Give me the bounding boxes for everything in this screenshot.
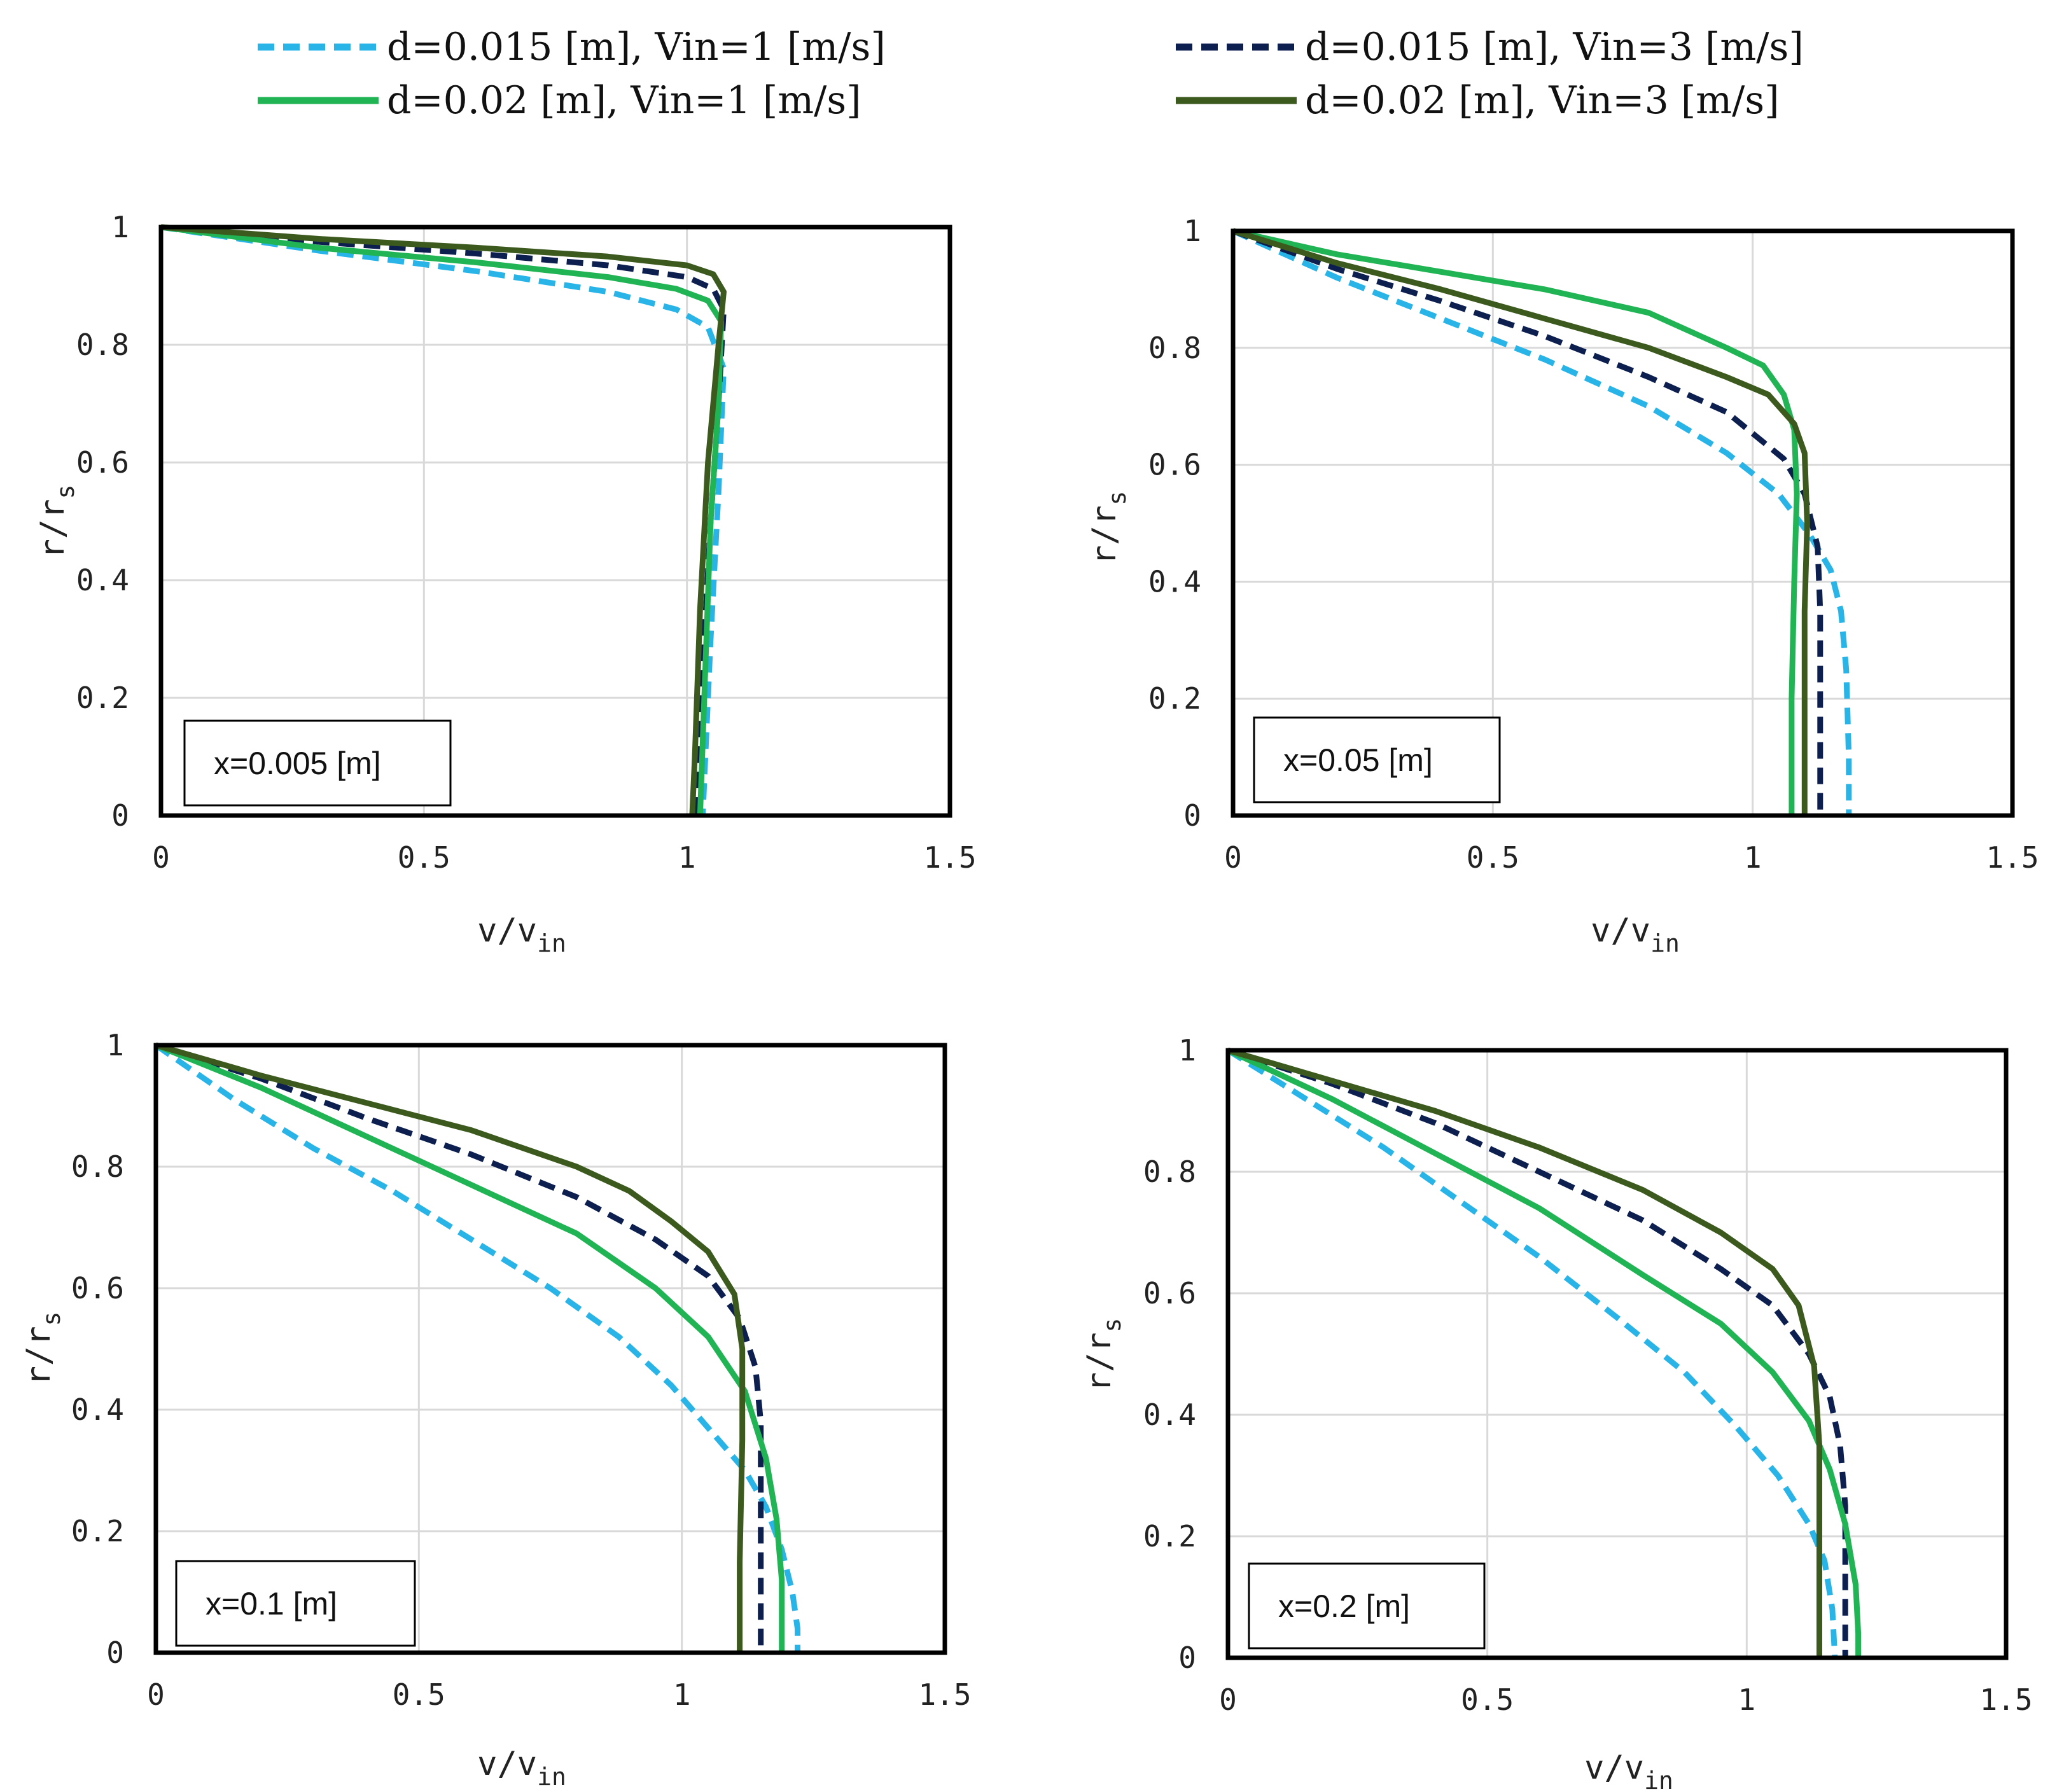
x-axis-label: v/vin (1591, 912, 1680, 957)
y-tick-label: 0.4 (71, 1393, 124, 1427)
y-tick-label: 0 (1183, 798, 1201, 833)
x-axis-label: v/vin (477, 1745, 566, 1791)
series-line (154, 1043, 800, 1653)
y-tick-label: 0.6 (71, 1271, 124, 1305)
annotation-box (1253, 716, 1501, 803)
y-axis-label: r/rs (34, 485, 80, 559)
y-tick-label: 0 (111, 798, 129, 833)
panels: 0 0.5 1 1.5 0 0.2 0.4 0.6 0.8 1 v/vin r/rs x=0.005 [… (20, 210, 2039, 1792)
x-tick-label: 1 (678, 840, 696, 875)
y-axis-label: r/rs (1085, 491, 1131, 566)
y-tick-label: 0.2 (1143, 1519, 1196, 1553)
x-tick-label: 0.5 (1461, 1683, 1514, 1717)
series-line (155, 1042, 785, 1653)
y-tick-label: 0.2 (1148, 681, 1201, 716)
x-tick-label: 0 (1219, 1683, 1237, 1717)
legend: d=0.015 [m], Vin=1 [m/s] d=0.015 [m], Vi… (258, 25, 1804, 123)
y-tick-label: 0.8 (71, 1150, 124, 1184)
y-tick-label: 0.2 (71, 1514, 124, 1548)
y-tick-label: 0.8 (76, 328, 129, 362)
series-line (1226, 1048, 1838, 1658)
y-tick-label: 0 (106, 1636, 124, 1670)
y-tick-label: 0.8 (1143, 1155, 1196, 1189)
x-tick-label: 0.5 (398, 840, 450, 875)
annotation-label: x=0.2 [m] (1278, 1588, 1410, 1624)
y-axis-label: r/rs (20, 1312, 66, 1386)
chart-panel: 0 0.5 1 1.5 0 0.2 0.4 0.6 0.8 1 v/vin r/rs x=0.05 [m… (1085, 214, 2039, 957)
legend-label: d=0.02 [m], Vin=3 [m/s] (1305, 78, 1780, 123)
annotation-box (183, 719, 452, 807)
annotation-label: x=0.05 [m] (1283, 742, 1433, 778)
series-line (1232, 228, 1810, 816)
y-tick-label: 0.6 (1148, 448, 1201, 482)
x-tick-label: 1.5 (1986, 840, 2039, 875)
chart-panel: 0 0.5 1 1.5 0 0.2 0.4 0.6 0.8 1 v/vin r/rs x=0.2 [m] (1080, 1033, 2033, 1792)
series-line (1232, 228, 1852, 816)
series-line (1232, 228, 1823, 816)
annotation-label: x=0.1 [m] (206, 1586, 337, 1622)
y-tick-label: 1 (1178, 1033, 1196, 1067)
legend-label: d=0.02 [m], Vin=1 [m/s] (387, 78, 861, 123)
annotation-box (175, 1560, 416, 1647)
x-tick-label: 0 (152, 840, 170, 875)
legend-entry: d=0.015 [m], Vin=1 [m/s] (258, 25, 886, 69)
plot-frame (153, 1043, 947, 1655)
y-tick-label: 1 (1183, 214, 1201, 248)
annotation-box (1248, 1562, 1486, 1650)
y-tick-label: 0 (1178, 1641, 1196, 1675)
series-line (155, 1042, 746, 1653)
y-tick-label: 1 (111, 210, 129, 244)
plot-frame (158, 225, 952, 818)
legend-label: d=0.015 [m], Vin=1 [m/s] (387, 25, 886, 69)
x-tick-label: 1.5 (923, 840, 976, 875)
x-axis-label: v/vin (477, 912, 566, 957)
series-line (155, 1042, 764, 1653)
chart-panel: 0 0.5 1 1.5 0 0.2 0.4 0.6 0.8 1 v/vin r/rs x=0.005 [… (34, 210, 977, 957)
y-tick-label: 0.4 (76, 563, 129, 597)
legend-label: d=0.015 [m], Vin=3 [m/s] (1305, 25, 1804, 69)
x-tick-label: 1 (673, 1677, 691, 1712)
x-tick-label: 0 (1224, 840, 1242, 875)
legend-entry: d=0.015 [m], Vin=3 [m/s] (1176, 25, 1804, 69)
y-tick-label: 0.8 (1148, 331, 1201, 365)
x-tick-label: 1 (1744, 840, 1762, 875)
series-line (1227, 1047, 1862, 1658)
series-line (1227, 1047, 1822, 1658)
y-tick-label: 0.4 (1143, 1398, 1196, 1432)
y-tick-label: 0.6 (76, 445, 129, 480)
series-line (1232, 228, 1800, 816)
chart-panel: 0 0.5 1 1.5 0 0.2 0.4 0.6 0.8 1 v/vin r/rs x=0.1 [m] (20, 1028, 972, 1791)
series-line (160, 224, 724, 816)
y-tick-label: 0.2 (76, 681, 129, 715)
y-tick-label: 1 (106, 1028, 124, 1062)
x-axis-label: v/vin (1584, 1749, 1673, 1792)
plot-frame (1225, 1048, 2009, 1660)
x-tick-label: 1 (1738, 1683, 1755, 1717)
y-axis-label: r/rs (1080, 1318, 1126, 1393)
y-tick-label: 0.6 (1143, 1276, 1196, 1310)
x-tick-label: 1.5 (1979, 1683, 2032, 1717)
series-line (160, 224, 727, 816)
x-tick-label: 1.5 (918, 1677, 971, 1712)
plot-frame (1231, 228, 2015, 818)
x-tick-label: 0.5 (393, 1677, 445, 1712)
series-line (1227, 1047, 1848, 1658)
y-tick-label: 0.4 (1148, 564, 1201, 599)
legend-entry: d=0.02 [m], Vin=3 [m/s] (1176, 78, 1780, 123)
series-line (160, 224, 727, 816)
legend-entry: d=0.02 [m], Vin=1 [m/s] (258, 78, 861, 123)
annotation-label: x=0.005 [m] (214, 746, 381, 781)
x-tick-label: 0.5 (1467, 840, 1519, 875)
x-tick-label: 0 (147, 1677, 165, 1712)
